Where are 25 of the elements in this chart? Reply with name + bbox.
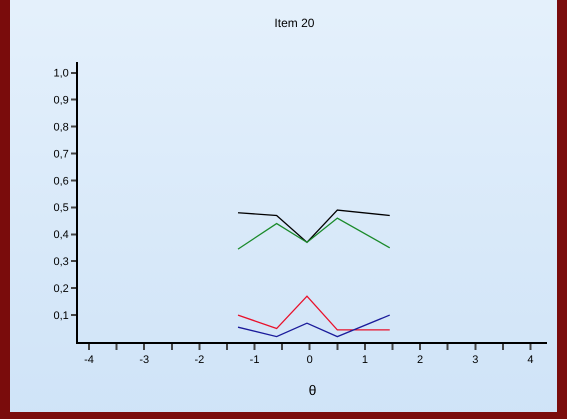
line-series bbox=[237, 209, 390, 244]
y-tick-label: 1,0 bbox=[54, 68, 69, 80]
y-tick-label: 0,6 bbox=[54, 175, 69, 188]
x-tick-label: 4 bbox=[527, 354, 534, 366]
y-tick-label: 0,5 bbox=[54, 202, 69, 214]
y-tick-label: 0,4 bbox=[54, 229, 69, 242]
x-tick-label: 2 bbox=[417, 354, 424, 366]
y-tick-label: 0,8 bbox=[54, 121, 69, 134]
x-tick-label: 1 bbox=[362, 354, 368, 366]
chart-title: Item 20 bbox=[274, 16, 315, 30]
y-tick-label: 0,9 bbox=[54, 94, 69, 107]
y-tick-label: 0,2 bbox=[54, 283, 69, 295]
y-tick-label: 0,7 bbox=[54, 148, 69, 160]
line-series bbox=[237, 296, 390, 331]
x-axis-title: θ bbox=[308, 382, 317, 398]
y-tick-label: 0,3 bbox=[54, 256, 69, 268]
x-tick-label: -1 bbox=[250, 354, 260, 366]
x-tick-label: -2 bbox=[194, 354, 204, 366]
y-tick-label: 0,1 bbox=[54, 310, 69, 322]
line-series bbox=[237, 218, 390, 250]
x-tick-label: 0 bbox=[306, 354, 313, 366]
x-tick-label: -4 bbox=[84, 354, 94, 366]
x-tick-label: 3 bbox=[472, 354, 478, 366]
line-series bbox=[237, 314, 390, 338]
x-tick-label: -3 bbox=[139, 354, 150, 366]
